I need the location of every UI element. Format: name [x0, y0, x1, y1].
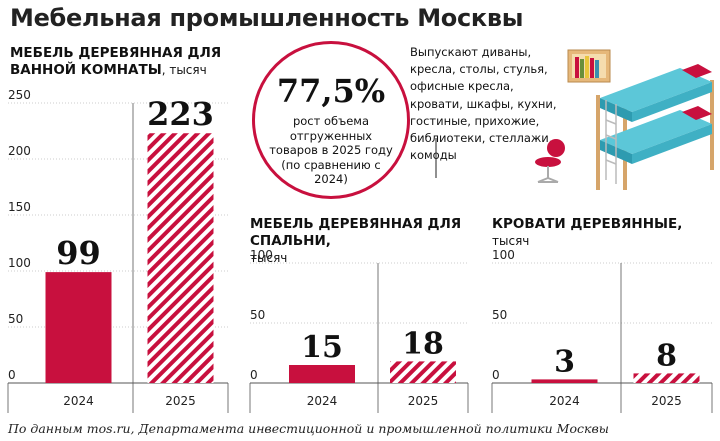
- beds-tick-label: 100: [492, 248, 515, 262]
- beds-tick-label: 0: [492, 368, 500, 382]
- chart-unit-bathroom: , тысяч: [161, 63, 207, 77]
- source-note: По данным mos.ru, Департамента инвестици…: [8, 421, 609, 436]
- beds-bar-2025: [633, 373, 700, 383]
- chart-title-beds: КРОВАТИ ДЕРЕВЯННЫЕ, тысяч: [492, 216, 712, 250]
- office-chair-icon: [535, 139, 565, 183]
- bathroom-value-label-2025: 223: [147, 95, 214, 133]
- products-list: Выпускают диваны, кресла, столы, стулья,…: [410, 45, 557, 163]
- bedroom-category-label-2024: 2024: [307, 394, 338, 408]
- chart-unit-bedroom: тысяч: [250, 251, 288, 265]
- growth-description: рост объема отгруженных товаров в 2025 г…: [269, 114, 393, 186]
- growth-value: 77,5%: [276, 72, 386, 110]
- bedroom-tick-label: 0: [250, 368, 258, 382]
- bookshelf-icon: [567, 49, 611, 83]
- bedroom-category-label-2025: 2025: [408, 394, 439, 408]
- beds-bar-2024: [531, 379, 598, 383]
- bathroom-tick-label: 50: [8, 312, 23, 326]
- bedroom-tick-label: 100: [250, 248, 273, 262]
- beds-value-label-2024: 3: [554, 344, 575, 379]
- chart-title-bedroom: МЕБЕЛЬ ДЕРЕВЯННАЯ ДЛЯ СПАЛЬНИ, тысяч: [250, 216, 490, 267]
- bedroom-bar-2025: [390, 361, 456, 383]
- bedroom-bar-2024: [289, 365, 355, 383]
- bedroom-value-label-2024: 15: [301, 330, 343, 365]
- bathroom-tick-label: 250: [8, 88, 31, 102]
- bathroom-bar-2025: [147, 133, 214, 383]
- page-title: Мебельная промышленность Москвы: [10, 4, 524, 32]
- bathroom-category-label-2024: 2024: [63, 394, 94, 408]
- bathroom-tick-label: 0: [8, 368, 16, 382]
- chart-title-beds-text: КРОВАТИ ДЕРЕВЯННЫЕ,: [492, 216, 683, 232]
- chart-unit-beds: тысяч: [492, 234, 530, 248]
- growth-callout: 77,5% рост объема отгруженных товаров в …: [252, 41, 410, 199]
- bathroom-tick-label: 150: [8, 200, 31, 214]
- bunk-bed-shelf-chair-illustration: [435, 49, 714, 190]
- beds-tick-label: 50: [492, 308, 507, 322]
- chart-title-bedroom-text: МЕБЕЛЬ ДЕРЕВЯННАЯ ДЛЯ СПАЛЬНИ,: [250, 216, 462, 249]
- bathroom-bar-2024: [45, 272, 112, 383]
- chart-title-bathroom: МЕБЕЛЬ ДЕРЕВЯННАЯ ДЛЯ ВАННОЙ КОМНАТЫ, ты…: [10, 45, 225, 79]
- beds-category-label-2025: 2025: [651, 394, 682, 408]
- bunk-bed-icon: [596, 64, 714, 190]
- beds-category-label-2024: 2024: [549, 394, 580, 408]
- bedroom-tick-label: 50: [250, 308, 265, 322]
- chart-title-bathroom-text: МЕБЕЛЬ ДЕРЕВЯННАЯ ДЛЯ ВАННОЙ КОМНАТЫ: [10, 45, 222, 78]
- bathroom-tick-label: 200: [8, 144, 31, 158]
- beds-value-label-2025: 8: [656, 338, 677, 373]
- bathroom-category-label-2025: 2025: [165, 394, 196, 408]
- bathroom-value-label-2024: 99: [56, 234, 101, 272]
- bedroom-value-label-2025: 18: [402, 326, 444, 361]
- bathroom-tick-label: 100: [8, 256, 31, 270]
